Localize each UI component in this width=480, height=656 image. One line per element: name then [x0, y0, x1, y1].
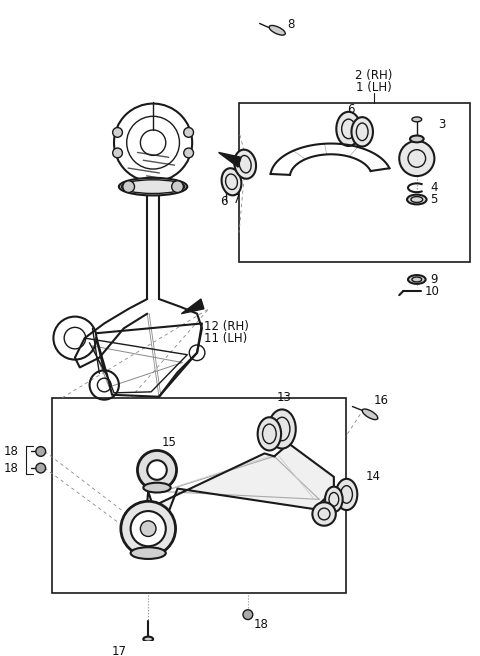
Polygon shape — [181, 299, 204, 314]
Text: 1 (LH): 1 (LH) — [356, 81, 392, 94]
Circle shape — [137, 451, 177, 489]
Circle shape — [140, 521, 156, 537]
Ellipse shape — [336, 479, 357, 510]
Ellipse shape — [144, 483, 171, 493]
Ellipse shape — [258, 417, 281, 451]
Ellipse shape — [325, 487, 343, 512]
Text: 14: 14 — [366, 470, 381, 483]
Circle shape — [184, 127, 193, 137]
Text: 2 (RH): 2 (RH) — [355, 69, 393, 82]
Circle shape — [243, 610, 253, 619]
Ellipse shape — [222, 168, 241, 195]
Text: 15: 15 — [162, 436, 177, 449]
Circle shape — [131, 511, 166, 546]
Text: 17: 17 — [112, 646, 127, 656]
Circle shape — [172, 181, 183, 192]
Circle shape — [121, 501, 176, 556]
Text: 18: 18 — [254, 618, 269, 631]
Text: 10: 10 — [425, 285, 440, 298]
Ellipse shape — [142, 649, 155, 656]
Ellipse shape — [412, 117, 422, 122]
Text: 18: 18 — [3, 445, 18, 458]
Text: 9: 9 — [431, 273, 438, 286]
Polygon shape — [218, 152, 241, 167]
Text: 4: 4 — [431, 181, 438, 194]
Text: 8: 8 — [287, 18, 294, 31]
Text: 13: 13 — [276, 391, 291, 404]
Ellipse shape — [362, 409, 378, 420]
Polygon shape — [144, 443, 334, 541]
Circle shape — [123, 181, 134, 192]
Ellipse shape — [410, 136, 424, 142]
Circle shape — [113, 148, 122, 158]
Ellipse shape — [268, 409, 296, 449]
Ellipse shape — [131, 547, 166, 559]
Text: 3: 3 — [438, 118, 446, 131]
Bar — [52, 398, 346, 593]
Text: 16: 16 — [374, 394, 389, 407]
Text: 11 (LH): 11 (LH) — [204, 331, 247, 344]
Circle shape — [184, 148, 193, 158]
Ellipse shape — [336, 112, 361, 146]
Circle shape — [222, 180, 230, 188]
Bar — [239, 102, 470, 262]
Ellipse shape — [407, 195, 427, 205]
Circle shape — [36, 447, 46, 457]
Text: 6: 6 — [220, 195, 228, 208]
Circle shape — [312, 502, 336, 525]
Ellipse shape — [269, 26, 285, 35]
Text: 12 (RH): 12 (RH) — [204, 320, 249, 333]
Ellipse shape — [408, 275, 426, 284]
Text: 18: 18 — [3, 462, 18, 474]
Ellipse shape — [351, 117, 373, 146]
Ellipse shape — [234, 150, 256, 178]
Circle shape — [147, 461, 167, 480]
Ellipse shape — [119, 178, 187, 195]
Ellipse shape — [144, 636, 153, 642]
Text: 5: 5 — [431, 193, 438, 206]
Text: 6: 6 — [347, 103, 354, 116]
Circle shape — [113, 127, 122, 137]
Circle shape — [399, 141, 434, 176]
Text: 7: 7 — [233, 193, 240, 206]
Circle shape — [36, 463, 46, 473]
